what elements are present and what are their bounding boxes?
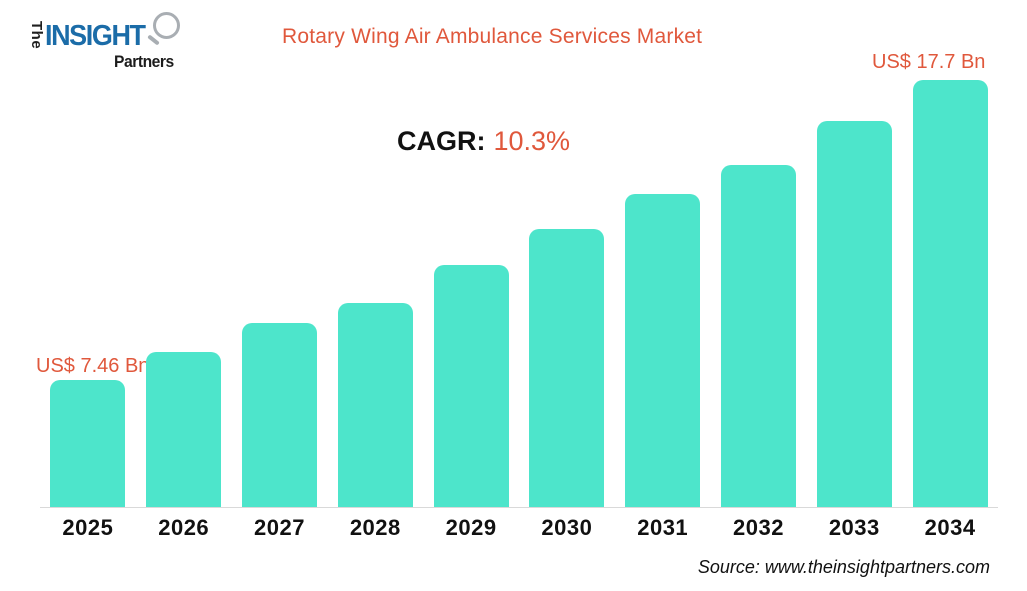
bar-column-2031: 2031 [615, 194, 711, 550]
x-axis-label-2032: 2032 [733, 515, 784, 540]
bar-column-2027: 2027 [232, 323, 328, 550]
bar-2028 [337, 303, 413, 507]
page-title: Rotary Wing Air Ambulance Services Marke… [282, 25, 703, 48]
cagr-label: CAGR: [397, 126, 486, 156]
bar-column-2034: 2034 [902, 80, 998, 550]
bar-column-2033: 2033 [806, 121, 902, 550]
x-axis-label-2034: 2034 [924, 515, 976, 540]
x-axis-label-2027: 2027 [254, 515, 305, 540]
bar-2029 [433, 265, 509, 507]
x-axis-label-2031: 2031 [637, 515, 689, 540]
bar-column-2028: 2028 [327, 303, 423, 550]
bar-2030 [529, 229, 605, 507]
x-axis-label-2033: 2033 [828, 515, 880, 540]
bar-2027 [241, 323, 317, 507]
first-bar-value-label: US$ 7.46 Bn [36, 355, 150, 377]
bar-2025 [50, 380, 126, 507]
bar-column-2032: 2032 [711, 165, 807, 550]
bar-column-2026: 2026 [136, 352, 232, 550]
plot-area: 2025 2026 2027 2028 2029 2030 2031 2032 2033 2034 [40, 58, 998, 540]
source-credit: Source: www.theinsightpartners.com [697, 557, 990, 577]
x-axis-label-2030: 2030 [541, 515, 593, 540]
insight-partners-logo: The INSIGHT Partners [28, 8, 198, 76]
bar-2033 [816, 121, 892, 507]
bar-2031 [625, 194, 701, 507]
logo-the-text: The [28, 21, 45, 50]
logo-partners-text: Partners [114, 52, 174, 71]
logo-insight-text: INSIGHT [45, 20, 146, 52]
last-bar-value-label: US$ 17.7 Bn [872, 51, 986, 73]
bar-column-2029: 2029 [423, 265, 519, 550]
cagr-value: 10.3% [493, 126, 571, 156]
x-axis-label-2029: 2029 [445, 515, 497, 540]
bar-column-2025: 2025 [40, 380, 136, 550]
bar-2034 [912, 80, 988, 507]
x-axis-label-2028: 2028 [349, 515, 401, 540]
magnifier-icon [153, 12, 180, 39]
bar-2032 [720, 165, 796, 507]
bar-column-2030: 2030 [519, 229, 615, 550]
x-axis-label-2026: 2026 [158, 515, 210, 540]
x-axis-label-2025: 2025 [62, 515, 114, 540]
bar-2026 [146, 352, 222, 507]
cagr-annotation: CAGR: 10.3% [397, 126, 570, 157]
